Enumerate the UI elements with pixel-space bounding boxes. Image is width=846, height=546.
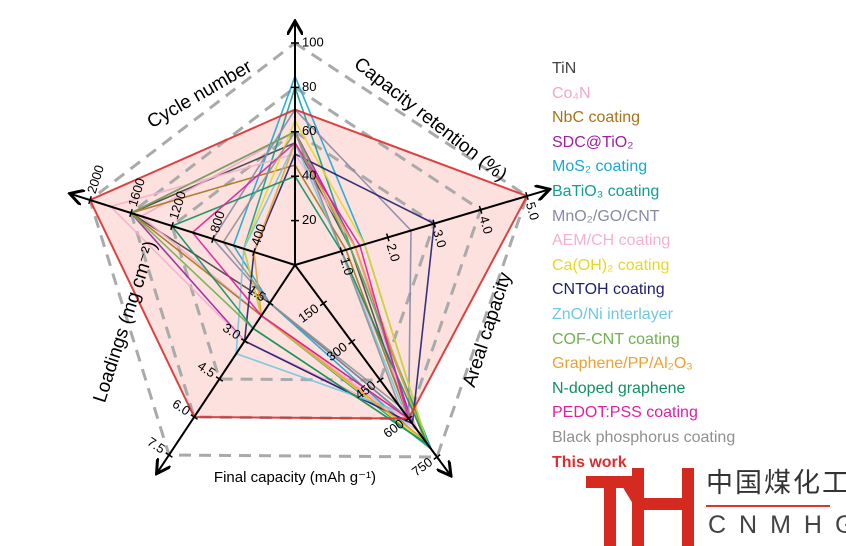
series-line-15: [222, 130, 401, 409]
tick-label-4: 400: [248, 222, 269, 247]
legend-item: Graphene/PP/Al₂O₃: [552, 355, 693, 373]
tick-label-0: 100: [302, 34, 324, 49]
watermark-latin: CNMHG: [708, 511, 846, 539]
tick-label-0: 60: [302, 123, 316, 138]
series-line-7: [108, 153, 410, 421]
tick-label-0: 80: [302, 79, 316, 94]
axis-tick: [240, 338, 249, 344]
tick-label-1: 4.0: [476, 214, 496, 236]
legend-item: CNTOH coating: [552, 281, 665, 299]
axis-tick: [252, 247, 256, 257]
legend-item: N-doped graphene: [552, 379, 686, 397]
axis-tick: [376, 377, 384, 384]
tick-label-1: 1.0: [337, 255, 357, 277]
axis-line-4: [72, 194, 296, 266]
series-line-14: [191, 141, 410, 421]
series-line-16: [88, 108, 529, 420]
axis-tick: [348, 338, 356, 345]
axis-tick: [319, 300, 328, 307]
legend-item: AEM/CH coating: [552, 232, 671, 250]
legend-item: PEDOT:PSS coating: [552, 404, 698, 422]
watermark-chinese: 中国煤化工: [706, 468, 846, 499]
axis-tick: [129, 208, 133, 218]
axis-tick: [478, 205, 483, 214]
tick-label-0: 20: [302, 212, 316, 227]
tick-label-0: 40: [302, 168, 316, 183]
series-line-6: [212, 108, 412, 421]
axis-tick: [433, 454, 441, 460]
legend-item: TiN: [552, 60, 577, 77]
legend-item: ZnO/Ni interlayer: [552, 305, 673, 323]
legend-item: MoS₂ coating: [552, 158, 648, 176]
legend-item: Co₄N: [552, 84, 591, 102]
axis-tick: [190, 414, 198, 420]
series-line-4: [232, 74, 430, 447]
legend-item: This work: [552, 453, 627, 471]
axis-title-4: Cycle number: [144, 56, 257, 133]
axis-tick: [432, 219, 437, 228]
grid-pentagon: [88, 41, 529, 459]
legend-item: BaTiO₃ coating: [552, 182, 660, 200]
legend-item: COF-CNT coating: [552, 330, 680, 348]
axis-tick: [385, 233, 390, 242]
legend-item: SDC@TiO₂: [552, 133, 634, 151]
axis-tick: [215, 376, 224, 382]
series-line-12: [253, 141, 426, 442]
axis-line-3: [158, 264, 296, 472]
tick-label-1: 2.0: [384, 242, 404, 264]
tick-label-4: 800: [207, 209, 228, 234]
legend-item: Ca(OH)₂ coating: [552, 256, 670, 274]
cnmhg-logo-icon: [586, 468, 694, 546]
axis-tick: [266, 300, 274, 306]
axis-tick: [404, 415, 413, 422]
tick-label-2: 750: [409, 454, 435, 479]
axis-line-2: [294, 264, 450, 474]
tick-label-1: 3.0: [430, 228, 450, 250]
axis-line-1: [294, 190, 548, 266]
legend-item: MnO₂/GO/CNT: [552, 207, 660, 225]
axis-title-2: Final capacity (mAh g⁻¹): [214, 469, 376, 486]
this-work-fill: [90, 109, 527, 419]
series-line-8: [242, 118, 430, 447]
legend: TiN Co₄N NbC coating SDC@TiO₂ MoS₂ coating Ba…: [552, 57, 735, 475]
series-line-13: [170, 175, 430, 447]
axis-tick: [170, 221, 174, 231]
axis-tick: [339, 247, 344, 256]
axis-tick: [165, 452, 173, 458]
axis-tick: [525, 191, 529, 201]
tick-label-1: 5.0: [523, 200, 543, 222]
axis-tick: [211, 234, 215, 244]
watermark-divider: [706, 505, 830, 507]
axis-tick: [88, 195, 92, 205]
legend-item: NbC coating: [552, 109, 641, 127]
legend-item: Black phosphorus coating: [552, 428, 736, 446]
watermark-logo: 中国煤化工 CNMHG: [586, 468, 846, 546]
